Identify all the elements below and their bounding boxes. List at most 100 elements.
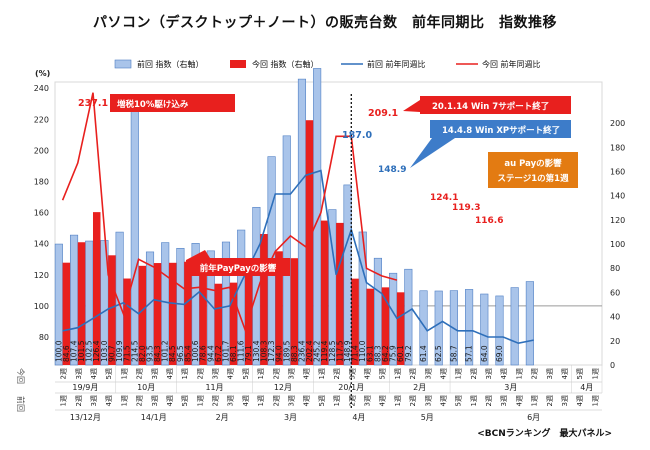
- row-label-current: 今回: [16, 368, 26, 384]
- current-index-bar: [92, 212, 101, 365]
- previous-index-bar: [282, 135, 291, 366]
- current-bar-value-label: 202.4: [305, 340, 314, 362]
- month-label-current: 19/9月: [72, 383, 98, 392]
- month-label-previous: 5月: [421, 413, 434, 422]
- current-bar-value-label: 94.0: [275, 345, 284, 362]
- previous-bar-value-label: 101.7: [221, 340, 230, 362]
- legend-label: 今回 指数（右軸）: [252, 59, 319, 69]
- left-axis-tick: 100: [34, 302, 49, 311]
- previous-index-bar: [495, 295, 504, 366]
- month-label-previous: 6月: [527, 413, 540, 422]
- month-label-previous: 14/1月: [141, 413, 167, 422]
- legend-label: 前回 指数（右軸）: [137, 59, 204, 69]
- week-label-current: 2週: [408, 368, 417, 379]
- legend-swatch: [230, 60, 246, 68]
- month-label-previous: 3月: [284, 413, 297, 422]
- week-label-current: 4週: [499, 368, 508, 379]
- current-bar-value-label: 63.1: [366, 345, 375, 362]
- current-bar-value-label: 68.1: [229, 345, 238, 362]
- annotation-text: 237.1: [78, 98, 108, 109]
- current-bar-value-label: 79.1: [244, 345, 253, 362]
- month-label-previous: 4月: [352, 413, 365, 422]
- previous-bar-value-label: 88.3: [373, 345, 382, 362]
- week-label-current: 1週: [514, 368, 523, 379]
- current-yoy-line: [61, 92, 398, 332]
- annotation-text: 14.4.8 Win XPサポート終了: [442, 125, 560, 136]
- week-label-previous: 3週: [89, 395, 98, 406]
- current-index-bar: [396, 292, 405, 365]
- left-axis-tick: 160: [34, 209, 49, 218]
- previous-index-bar: [313, 68, 322, 366]
- week-label-previous: 5週: [180, 395, 189, 406]
- current-bar-value-label: 101.5: [77, 340, 86, 362]
- annotation-text: 116.6: [475, 216, 503, 226]
- week-label-current: 5週: [104, 368, 113, 379]
- week-label-current: 4週: [165, 368, 174, 379]
- previous-index-bar: [297, 78, 307, 366]
- week-label-previous: 5週: [454, 395, 463, 406]
- current-index-bar: [77, 242, 86, 365]
- month-label-current: 12月: [274, 383, 292, 392]
- left-axis-tick: 80: [39, 333, 49, 342]
- current-index-bar: [229, 282, 238, 365]
- previous-index-bar: [510, 287, 519, 366]
- current-bar-value-label: 119.4: [320, 340, 329, 362]
- week-label-current: 3週: [545, 368, 554, 379]
- right-axis-tick: 40: [610, 313, 620, 322]
- week-label-previous: 2週: [211, 395, 220, 406]
- week-label-current: 2週: [469, 368, 478, 379]
- week-label-previous: 1週: [393, 395, 402, 406]
- right-axis-tick: 100: [610, 240, 625, 249]
- week-label-previous: 1週: [469, 395, 478, 406]
- annotation-text: 209.1: [368, 108, 398, 119]
- current-index-bar: [138, 265, 147, 365]
- week-label-current: 4週: [302, 368, 311, 379]
- previous-bar-value-label: 189.5: [282, 340, 291, 362]
- previous-bar-value-label: 100.0: [54, 340, 63, 362]
- week-label-previous: 1週: [59, 395, 68, 406]
- legend: 前回 指数（右軸） 今回 指数（右軸） 前回 前年同週比 今回 前年同週比: [114, 59, 541, 69]
- current-index-bar: [290, 258, 299, 365]
- week-label-current: 4週: [438, 368, 447, 379]
- previous-bar-value-label: 101.2: [161, 340, 170, 362]
- current-index-bar: [153, 263, 162, 365]
- week-label-previous: 5週: [317, 395, 326, 406]
- annotation-text: 119.3: [452, 203, 480, 213]
- week-label-previous: 3週: [560, 395, 569, 406]
- left-axis-tick: 220: [34, 115, 49, 124]
- callout-paypay: [186, 250, 290, 276]
- previous-bar-value-label: 245.2: [313, 340, 322, 362]
- x-axis-labels: 2週 3週 4週 5週 1週 2週 3週 4週 1週 2週 3週 4週 5週 1週 2週 3週 4週 1週 2週 3週…: [16, 365, 603, 422]
- current-index-bar: [260, 234, 268, 365]
- previous-bar-value-label: 109.9: [115, 340, 124, 362]
- previous-bar-value-label: 172.3: [267, 340, 276, 362]
- week-label-current: 3週: [150, 368, 159, 379]
- week-label-current: 3週: [484, 368, 493, 379]
- right-axis-tick: 120: [610, 216, 625, 225]
- current-index-bar: [108, 255, 116, 365]
- week-label-current: 1週: [317, 368, 326, 379]
- week-label-current: 5週: [575, 368, 584, 379]
- week-label-previous: 3週: [287, 395, 296, 406]
- previous-index-bar: [404, 268, 413, 366]
- current-index-bar: [168, 262, 177, 365]
- right-axis-tick: 60: [610, 288, 620, 297]
- bar-labels-layer: 100.0 107.4 102.5 103.0 109.9 214.5 93.5 101.2 9…: [54, 340, 504, 362]
- left-axis-tick: 200: [34, 146, 49, 155]
- previous-bar-value-label: 93.5: [146, 345, 155, 362]
- week-label-previous: 4週: [378, 395, 387, 406]
- week-label-previous: 3週: [499, 395, 508, 406]
- callout-winxp-pointer: [410, 138, 455, 168]
- week-label-current: 5週: [378, 368, 387, 379]
- left-axis-tick: 240: [34, 84, 49, 93]
- week-label-current: 4週: [226, 368, 235, 379]
- annotation-text: 増税10%駆け込み: [117, 99, 189, 110]
- left-axis-unit: (%): [35, 69, 50, 78]
- chart-source: <BCNランキング 最大パネル>: [477, 429, 612, 439]
- month-label-current: 3月: [504, 383, 517, 392]
- week-label-previous: 1週: [590, 395, 599, 406]
- current-index-bar: [336, 222, 344, 365]
- annotation-text: 前年PayPayの影響: [200, 263, 277, 274]
- month-label-previous: 2月: [216, 413, 229, 422]
